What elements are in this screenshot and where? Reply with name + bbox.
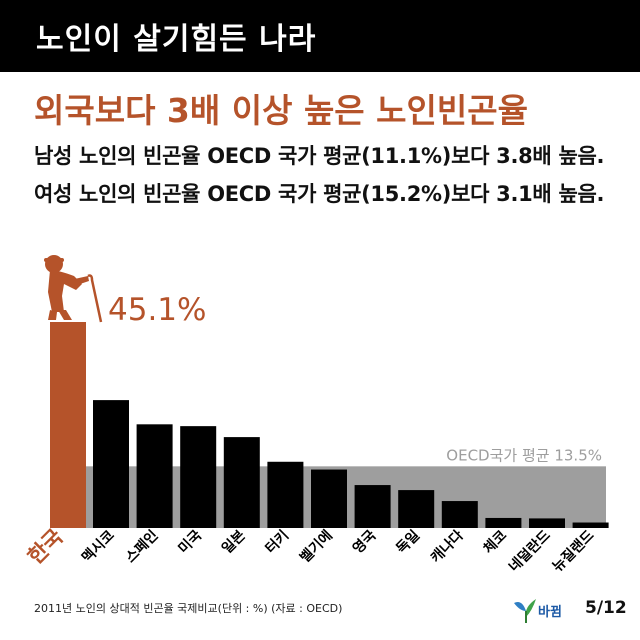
elderly-person-with-cane-icon	[44, 255, 103, 323]
bar-6	[267, 461, 304, 528]
category-label-11: 체코	[481, 527, 511, 557]
category-label-13: 뉴질랜드	[549, 527, 598, 576]
headline: 외국보다 3배 이상 높은 노인빈곤율	[34, 91, 528, 130]
header-title: 노인이 살기힘든 나라	[36, 22, 317, 57]
bar-7	[311, 469, 347, 528]
bar-10	[441, 501, 478, 528]
category-label-5: 일본	[219, 527, 249, 557]
bar-2	[93, 400, 129, 528]
logo-text: 바뀜	[538, 605, 562, 620]
header-bar: 노인이 살기힘든 나라	[0, 0, 640, 72]
bar-1	[50, 322, 86, 528]
source-note: 2011년 노인의 상대적 빈곤율 국제비교(단위 : %) (자료 : OEC…	[34, 602, 343, 615]
category-label-1: 한국	[23, 525, 67, 569]
page-number: 5/12	[585, 598, 627, 618]
bar-3	[136, 424, 173, 528]
category-label-7: 벨기에	[297, 528, 336, 567]
bar-12	[529, 518, 565, 528]
bar-13	[572, 522, 609, 528]
bar-8	[354, 485, 391, 528]
leaf-logo-icon	[514, 599, 536, 623]
bar-11	[485, 517, 522, 528]
category-label-9: 독일	[393, 528, 423, 558]
bar-5	[223, 437, 260, 528]
female-poverty-line: 여성 노인의 빈곤율 OECD 국가 평균(15.2%)보다 3.1배 높음.	[34, 182, 605, 206]
category-label-6: 터키	[263, 528, 293, 558]
highlight-value-label: 45.1%	[108, 292, 206, 328]
brand-logo: 바뀜	[512, 595, 576, 625]
oecd-average-label: OECD국가 평균 13.5%	[446, 446, 602, 464]
category-label-3: 스페인	[122, 527, 161, 566]
male-poverty-line: 남성 노인의 빈곤율 OECD 국가 평균(11.1%)보다 3.8배 높음.	[34, 144, 605, 168]
category-label-10: 캐나다	[428, 527, 467, 566]
bar-4	[180, 426, 217, 528]
category-label-4: 미국	[175, 527, 205, 557]
category-label-8: 영국	[349, 527, 379, 557]
bar-9	[398, 490, 435, 528]
category-label-12: 네덜란드	[505, 527, 554, 576]
category-label-2: 멕시코	[78, 527, 117, 566]
